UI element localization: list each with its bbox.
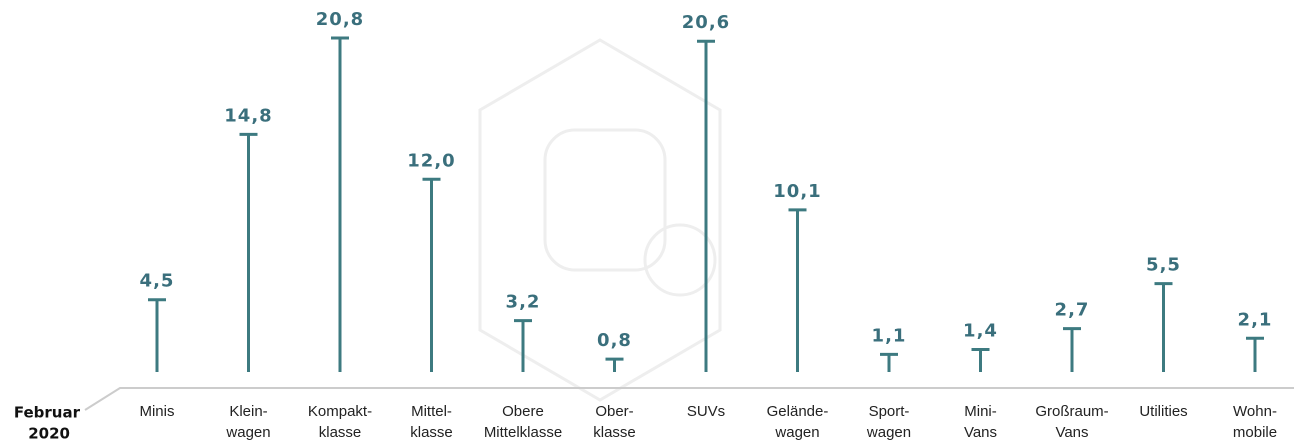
x-tick-label: Vans: [964, 424, 997, 441]
lollipop: [514, 319, 532, 372]
x-tick-label: Sport-: [869, 403, 910, 420]
lollipop: [148, 298, 166, 372]
x-tick-label: wagen: [774, 424, 819, 441]
x-tick-label: Mittelklasse: [484, 424, 562, 441]
lollipop: [239, 132, 258, 372]
x-tick-label: Mini-: [964, 403, 997, 420]
x-tick-label: Mittel-: [411, 403, 452, 420]
lollipop: [422, 177, 441, 372]
x-tick-label: Utilities: [1139, 403, 1187, 420]
x-tick-label: Wohn-: [1233, 403, 1277, 420]
x-tick-label: Gelände-: [767, 403, 829, 420]
lollipop: [1246, 336, 1264, 372]
lollipop: [788, 208, 807, 372]
x-tick-label: klasse: [410, 424, 453, 441]
value-label: 5,5: [1146, 255, 1181, 276]
x-tick-label: Minis: [139, 403, 174, 420]
x-tick-label: Obere: [502, 403, 544, 420]
value-label: 3,2: [506, 292, 541, 313]
x-tick-label: Ober-: [595, 403, 633, 420]
baseline: [84, 387, 1294, 411]
lollipop: [697, 39, 715, 372]
x-tick-label: Kompakt-: [308, 403, 372, 420]
x-tick-label: wagen: [866, 424, 911, 441]
watermark: [478, 38, 722, 402]
x-tick-label: Vans: [1055, 424, 1088, 441]
lollipop: [880, 352, 898, 372]
x-label: Februar: [14, 404, 81, 422]
lollipop: [331, 36, 349, 372]
value-label: 2,1: [1238, 309, 1273, 330]
lollipop: [971, 348, 990, 372]
x-tick-label: mobile: [1233, 424, 1277, 441]
x-tick-label: klasse: [593, 424, 636, 441]
value-label: 4,5: [140, 271, 175, 292]
x-label: 2020: [28, 425, 70, 443]
x-tick-label: Klein-: [229, 403, 267, 420]
value-label: 20,6: [682, 12, 730, 33]
x-tick-label: klasse: [319, 424, 362, 441]
x-tick-label: wagen: [225, 424, 270, 441]
value-label: 12,0: [407, 150, 455, 171]
value-label: 10,1: [773, 181, 821, 202]
value-label: 20,8: [316, 9, 364, 30]
value-label: 1,1: [872, 325, 907, 346]
value-label: 1,4: [963, 321, 998, 342]
value-label: 14,8: [224, 105, 272, 126]
value-label: 0,8: [597, 330, 632, 351]
lollipop: [1063, 327, 1081, 372]
value-label: 2,7: [1055, 300, 1090, 321]
lollipop: [1154, 282, 1173, 372]
lollipop: [605, 357, 624, 372]
x-tick-label: Großraum-: [1035, 403, 1108, 420]
x-tick-label: SUVs: [687, 403, 725, 420]
